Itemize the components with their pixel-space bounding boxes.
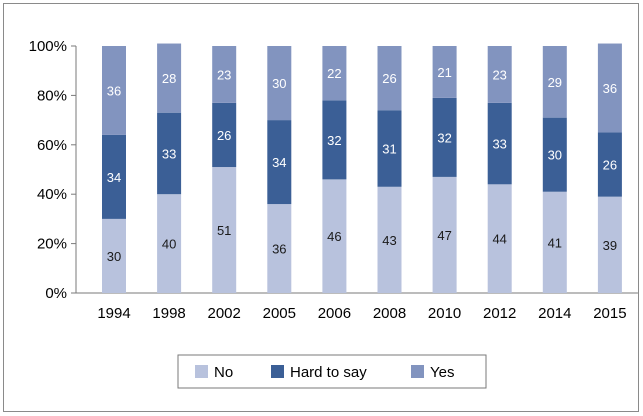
bar-value-label: 32 [327,133,341,148]
bar-segment-yes [212,46,237,103]
bar-value-label: 26 [217,128,231,143]
bar-segment-hard-to-say [212,102,237,168]
bar-segment-yes [487,46,512,103]
bar-value-label: 32 [437,130,451,145]
bar-value-label: 23 [492,67,506,82]
x-tick-label: 2012 [483,305,516,322]
bar-segment-hard-to-say [157,112,182,195]
bar-segment-no [377,186,402,293]
bar-value-label: 36 [272,242,286,257]
y-tick-label: 100% [29,38,67,55]
bar-value-label: 29 [548,75,562,90]
bar-segment-yes [432,46,457,98]
bar-segment-hard-to-say [597,132,622,197]
bar-segment-yes [157,43,182,113]
bar-value-label: 51 [217,223,231,238]
bar-value-label: 47 [437,228,451,243]
bar-segment-hard-to-say [267,120,292,205]
bar-segment-no [212,167,237,293]
bar-value-label: 28 [162,71,176,86]
bar-segment-no [157,194,182,293]
bar-value-label: 23 [217,67,231,82]
bar-segment-yes [267,46,292,121]
y-tick-label: 60% [37,137,67,154]
legend-swatch-hard-to-say [271,365,284,378]
bar-segment-no [432,176,457,293]
y-tick-label: 80% [37,87,67,104]
bar-value-label: 39 [603,238,617,253]
bar-value-label: 33 [492,137,506,152]
bar-value-label: 34 [272,155,286,170]
bar-value-label: 31 [382,142,396,157]
x-tick-label: 2002 [208,305,241,322]
x-tick-label: 1994 [97,305,130,322]
bar-value-label: 40 [162,237,176,252]
x-tick-label: 2005 [263,305,296,322]
bar-value-label: 43 [382,233,396,248]
x-tick-label: 2006 [318,305,351,322]
bar-segment-hard-to-say [542,117,567,192]
bar-value-label: 26 [603,158,617,173]
legend-box [177,354,487,389]
bar-value-label: 30 [272,76,286,91]
bar-segment-no [487,184,512,293]
bar-segment-no [102,218,126,293]
bar-value-label: 26 [382,71,396,86]
bar-value-label: 34 [107,170,121,185]
bar-value-label: 46 [327,229,341,244]
bar-segment-yes [377,46,402,111]
plot-area: 0% 20% 40% 60% 80% 100% 30 34 36 1994 40 33 28 1998 51… [29,38,638,322]
x-tick-label: 2008 [373,305,406,322]
bar-value-label: 30 [548,148,562,163]
bar-segment-no [322,179,347,293]
bar-value-label: 21 [437,65,451,80]
bar-segment-hard-to-say [432,97,457,177]
legend-label: No [214,364,233,381]
bar-segment-hard-to-say [102,134,126,219]
bar-segment-hard-to-say [377,110,402,187]
x-tick-label: 1998 [152,305,185,322]
bar-segment-no [542,191,567,293]
x-tick-label: 2010 [428,305,461,322]
bar-value-label: 33 [162,146,176,161]
bar-segment-yes [542,46,567,118]
x-tick-label: 2015 [593,305,626,322]
legend: No Hard to say Yes [177,354,487,389]
legend-swatch-no [195,365,208,378]
y-tick-label: 0% [45,285,67,302]
bar-segment-no [267,204,292,293]
legend-swatch-yes [411,365,424,378]
bar-value-label: 22 [327,66,341,81]
y-tick-label: 20% [37,236,67,253]
legend-label: Yes [430,364,454,381]
bar-segment-hard-to-say [487,102,512,185]
x-tick-label: 2014 [538,305,571,322]
y-tick-label: 40% [37,186,67,203]
bar-value-label: 44 [492,232,506,247]
bar-segment-yes [322,46,347,101]
bar-segment-yes [597,43,622,133]
bar-value-label: 36 [603,81,617,96]
bar-segment-no [597,196,622,293]
bar-value-label: 30 [107,249,121,264]
bar-value-label: 36 [107,83,121,98]
bar-segment-hard-to-say [322,100,347,180]
bar-segment-yes [102,46,126,135]
legend-label: Hard to say [290,364,367,381]
bar-value-label: 41 [548,235,562,250]
